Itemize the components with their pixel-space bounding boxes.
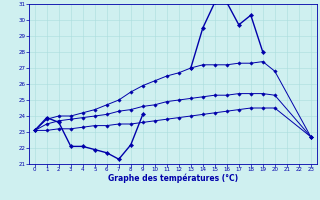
X-axis label: Graphe des températures (°C): Graphe des températures (°C): [108, 174, 238, 183]
